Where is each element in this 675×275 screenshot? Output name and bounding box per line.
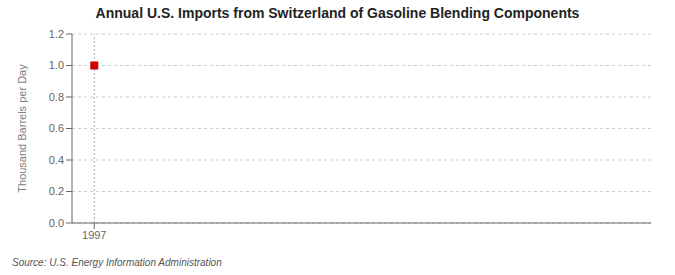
svg-text:0.2: 0.2 <box>49 185 64 197</box>
html-text:Source: U.S. Energy Informatio: Source: U.S. Energy Information Administ… <box>12 257 222 268</box>
svg-text:0.0: 0.0 <box>49 217 64 229</box>
svg-text:1997: 1997 <box>82 229 106 241</box>
svg-text:1.2: 1.2 <box>49 28 64 40</box>
html-text:Annual U.S. Imports from Switz: Annual U.S. Imports from Switzerland of … <box>95 5 580 21</box>
svg-text:0.6: 0.6 <box>49 122 64 134</box>
svg-text:Thousand Barrels per Day: Thousand Barrels per Day <box>16 64 28 193</box>
svg-text:0.4: 0.4 <box>49 154 64 166</box>
svg-text:0.8: 0.8 <box>49 91 64 103</box>
svg-text:1.0: 1.0 <box>49 59 64 71</box>
